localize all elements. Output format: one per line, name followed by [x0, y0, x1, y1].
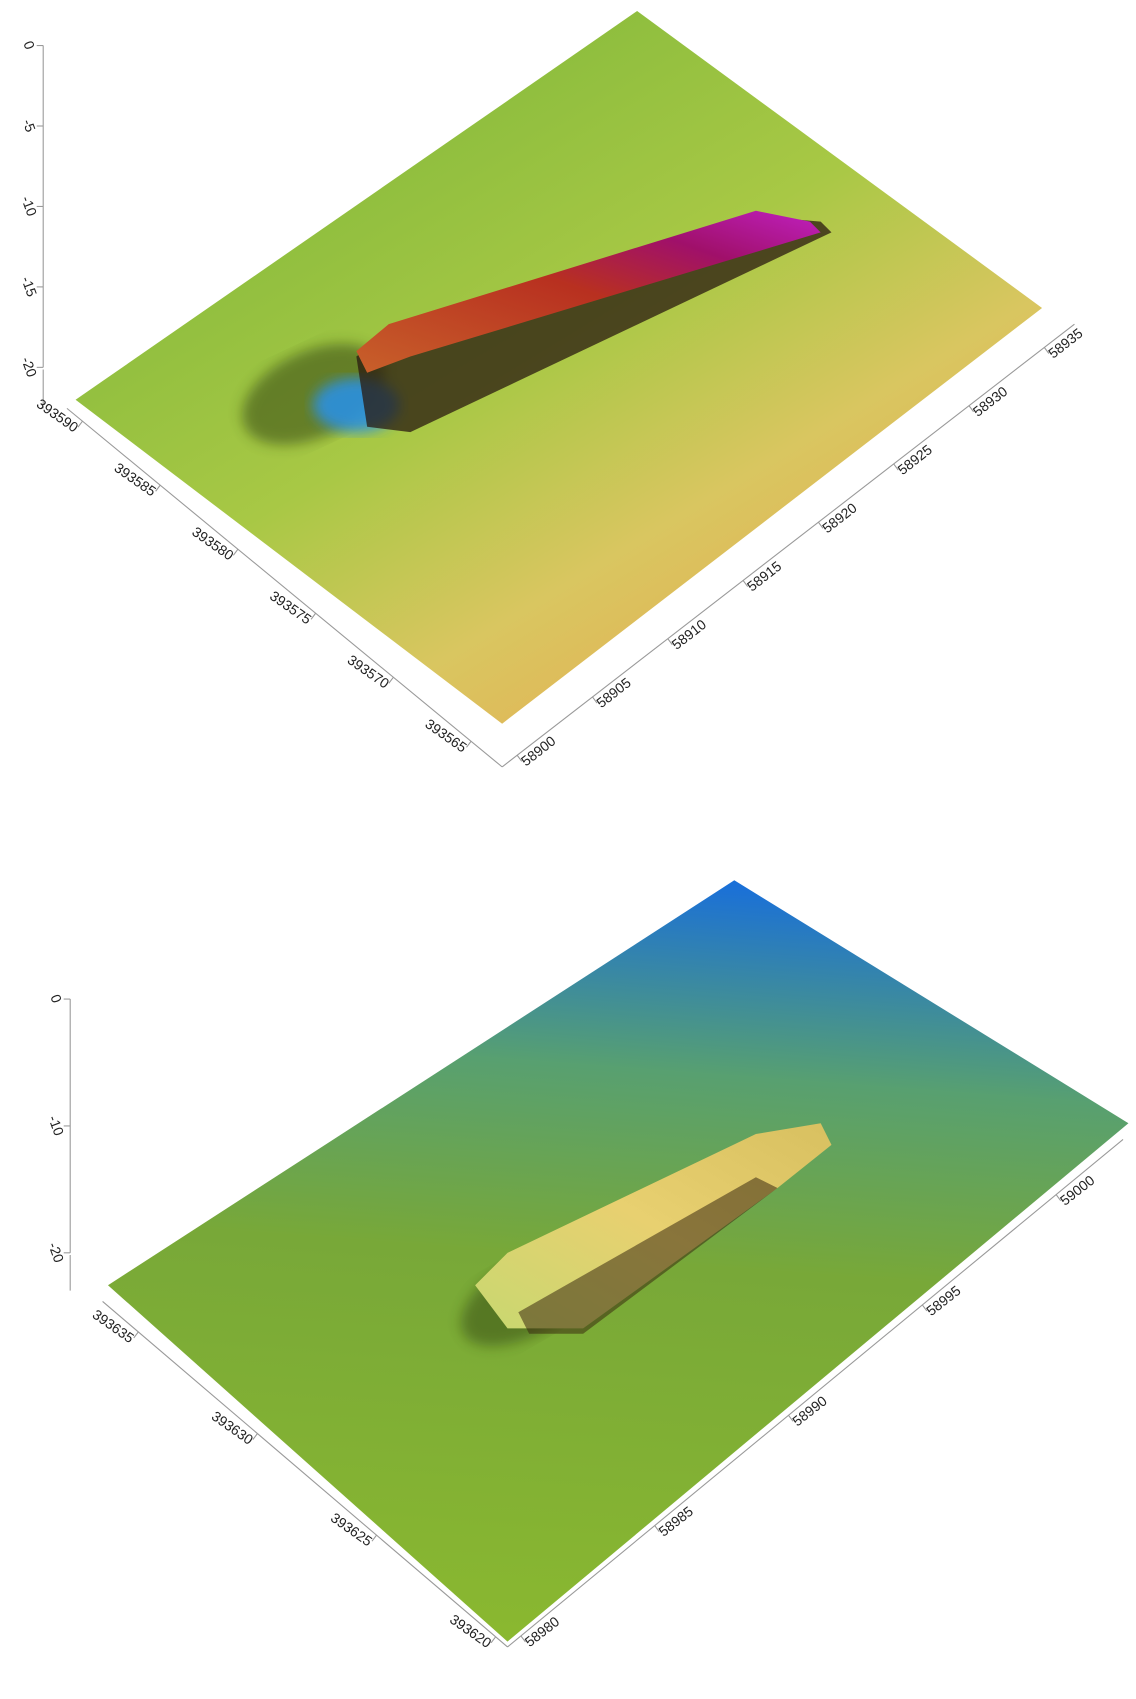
tick-mark	[155, 484, 161, 492]
y-axis-line	[102, 1301, 508, 1648]
z-tick-label: -10	[18, 194, 40, 219]
tick-mark	[654, 1525, 660, 1532]
z-tick-label: -20	[45, 1240, 67, 1265]
tick-mark	[77, 420, 83, 428]
tick-mark	[520, 1635, 526, 1643]
tick-mark	[466, 740, 472, 748]
tick-mark	[921, 1304, 928, 1312]
x-axis-line	[507, 1139, 1124, 1648]
tick-mark	[516, 754, 523, 762]
x-tick-label: 58910	[669, 616, 710, 653]
x-tick-label: 58925	[894, 441, 935, 478]
tick-mark	[310, 612, 317, 620]
tick-mark	[371, 1534, 377, 1542]
x-tick-label: 58905	[593, 674, 634, 711]
tick-mark	[490, 1636, 497, 1644]
tick-mark	[817, 521, 824, 529]
tick-mark	[232, 548, 239, 556]
surface-top	[75, 10, 1043, 724]
tick-mark	[667, 638, 673, 646]
tick-mark	[252, 1433, 258, 1440]
x-tick-label: 58920	[819, 499, 860, 536]
y-tick-label: 393635	[90, 1306, 138, 1346]
tick-mark	[968, 405, 974, 413]
z-tick-label: -10	[45, 1113, 67, 1138]
z-tick-label: -5	[20, 117, 39, 134]
tick-mark	[133, 1331, 139, 1339]
tick-mark	[388, 676, 394, 684]
x-axis-line	[501, 323, 1075, 768]
tick-mark	[788, 1414, 794, 1422]
tick-mark	[893, 463, 899, 471]
surface-bottom	[107, 880, 1129, 1642]
z-tick-label: -15	[18, 274, 40, 299]
z-tick-label: -20	[18, 355, 40, 380]
tick-mark	[1043, 347, 1050, 354]
y-tick-label: 393590	[34, 395, 82, 435]
z-tick-label: 0	[20, 39, 38, 52]
tick-mark	[742, 580, 749, 587]
x-tick-label: 58900	[518, 732, 559, 769]
x-tick-label: 58930	[970, 383, 1011, 420]
x-tick-label: 58915	[744, 558, 785, 595]
tick-mark	[1055, 1194, 1062, 1201]
z-tick-label: 0	[47, 992, 65, 1005]
y-axis-line	[66, 407, 503, 768]
tick-mark	[592, 696, 598, 704]
x-tick-label: 58935	[1045, 325, 1086, 362]
y-tick-label: 393630	[209, 1408, 257, 1448]
